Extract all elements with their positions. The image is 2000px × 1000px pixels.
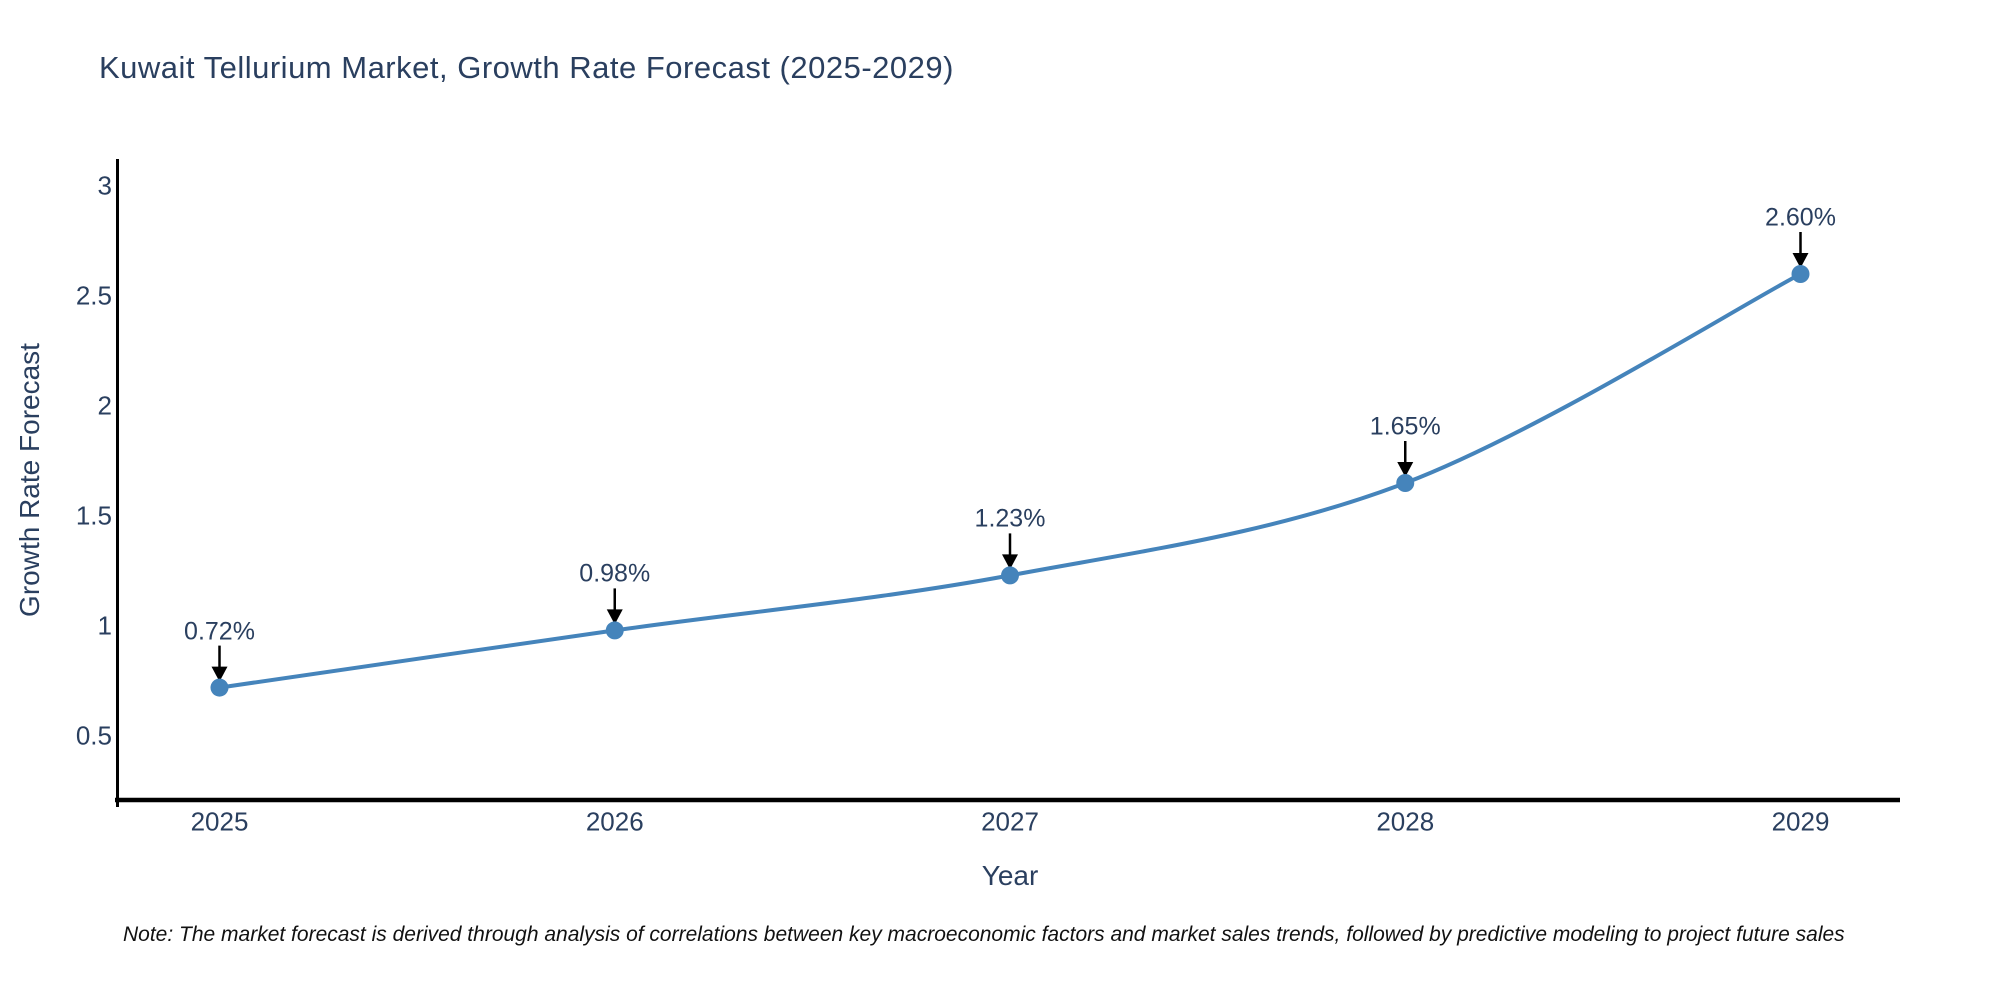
x-tick-label: 2025 <box>190 806 249 837</box>
series-line <box>217 272 1803 690</box>
annotation-arrowhead-icon <box>211 666 228 682</box>
x-tick-label: 2029 <box>1771 806 1830 837</box>
x-tick-label: 2026 <box>585 806 644 837</box>
annotation-label: 1.23% <box>974 504 1046 533</box>
footnote: Note: The market forecast is derived thr… <box>123 923 1845 946</box>
y-tick-label: 1 <box>97 610 112 641</box>
data-point[interactable] <box>605 621 624 640</box>
y-tick-label: 1.5 <box>75 500 112 531</box>
x-tick-label: 2027 <box>981 806 1039 837</box>
annotation-arrowhead-icon <box>1792 253 1809 268</box>
x-tick-label: 2028 <box>1376 806 1435 837</box>
y-tick-label: 2 <box>97 390 112 421</box>
annotation-label: 2.60% <box>1765 203 1836 232</box>
annotation-arrowhead-icon <box>606 609 623 625</box>
data-point[interactable] <box>1001 566 1019 585</box>
annotation-label: 0.72% <box>184 617 255 646</box>
annotation-label: 0.98% <box>579 559 651 588</box>
data-point[interactable] <box>1791 265 1810 283</box>
data-point[interactable] <box>210 678 229 697</box>
annotation-arrowhead-icon <box>1397 462 1414 477</box>
chart-title: Kuwait Tellurium Market, Growth Rate For… <box>99 50 954 85</box>
y-tick-label: 2.5 <box>75 280 112 311</box>
data-point[interactable] <box>1396 474 1415 492</box>
y-tick-label: 0.5 <box>75 720 112 751</box>
annotation-arrowhead-icon <box>1002 554 1018 570</box>
y-tick-label: 3 <box>97 170 112 201</box>
annotation-label: 1.65% <box>1369 412 1441 441</box>
x-axis-title: Year <box>981 860 1039 891</box>
